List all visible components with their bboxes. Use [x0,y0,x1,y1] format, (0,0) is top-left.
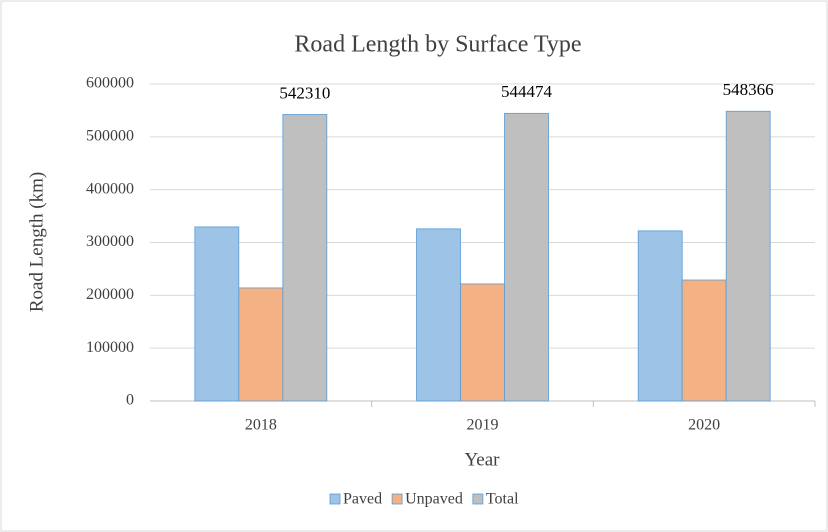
x-axis-label: Year [464,449,500,470]
data-label: 548366 [723,80,774,99]
y-tick-label: 0 [126,392,134,409]
y-tick-label: 500000 [86,128,134,145]
bar [681,279,727,402]
legend-label: Paved [343,491,382,508]
y-tick-label: 200000 [86,286,134,303]
legend-label: Unpaved [405,491,463,508]
y-tick-label: 100000 [86,339,134,356]
bar [282,114,328,402]
bar [460,283,505,402]
y-tick-label: 300000 [86,233,134,250]
y-tick-label: 600000 [86,75,134,92]
bar [504,112,549,402]
bar [416,228,461,402]
bar [194,226,240,402]
y-axis-label: Road Length (km) [26,172,47,312]
data-label: 542310 [279,83,330,102]
legend-swatch [329,493,341,505]
x-tick-label: 2019 [467,417,499,434]
legend-label: Total [486,491,519,508]
bar [637,230,683,402]
chart-title: Road Length by Surface Type [294,32,581,58]
x-tick-label: 2020 [688,417,720,434]
legend-swatch [391,493,403,505]
data-label: 544474 [501,82,553,101]
bar [238,287,284,402]
x-tick-label: 2018 [245,417,277,434]
bar [725,110,771,402]
legend-swatch [472,493,484,505]
y-tick-label: 400000 [86,180,134,197]
